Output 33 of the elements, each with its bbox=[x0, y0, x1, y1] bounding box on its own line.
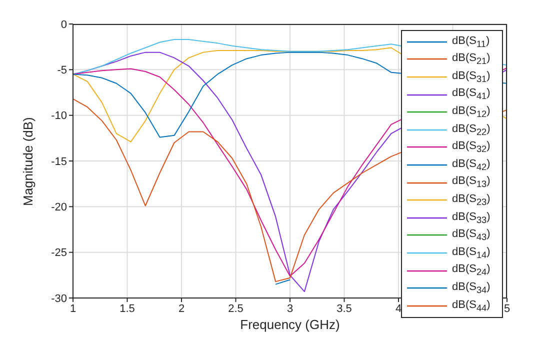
x-tick-label: 1.5 bbox=[120, 302, 135, 315]
legend-label: dB(S$_{14}$) bbox=[452, 246, 490, 260]
y-tick-label: -30 bbox=[51, 292, 67, 305]
legend-label: dB(S$_{12}$) bbox=[452, 105, 490, 120]
x-tick-label: 3.5 bbox=[336, 302, 352, 315]
legend-label: dB(S$_{43}$) bbox=[452, 228, 490, 242]
x-tick-label: 2.5 bbox=[228, 302, 244, 315]
legend-label: dB(S$_{34}$) bbox=[452, 281, 490, 296]
x-tick-label: 3 bbox=[286, 302, 294, 315]
y-axis-title: Magnitude (dB) bbox=[20, 117, 36, 206]
legend-label: dB(S$_{41}$) bbox=[452, 87, 490, 102]
legend-label: dB(S$_{23}$) bbox=[452, 193, 490, 208]
legend-label: dB(S$_{32}$) bbox=[452, 140, 490, 154]
x-tick-label: 1 bbox=[70, 302, 76, 315]
legend-label: dB(S$_{42}$) bbox=[452, 158, 490, 172]
y-tick-label: -5 bbox=[57, 64, 67, 77]
legend-label: dB(S$_{21}$) bbox=[452, 52, 490, 66]
y-tick-label: 0 bbox=[60, 18, 67, 31]
legend-label: dB(S$_{22}$) bbox=[452, 122, 490, 137]
legend-label: dB(S$_{24}$) bbox=[452, 263, 490, 278]
legend-label: dB(S$_{33}$) bbox=[452, 210, 490, 225]
legend-label: dB(S$_{13}$) bbox=[452, 175, 490, 190]
y-tick-label: -10 bbox=[51, 110, 67, 122]
legend-label: dB(S$_{44}$) bbox=[452, 298, 490, 313]
y-tick-label: -25 bbox=[51, 247, 67, 260]
legend-label: dB(S$_{31}$) bbox=[452, 70, 490, 84]
x-tick-label: 2 bbox=[178, 302, 185, 315]
x-tick-label: 5 bbox=[504, 302, 510, 315]
y-tick-label: -15 bbox=[51, 156, 67, 168]
x-tick-label: 4 bbox=[395, 302, 402, 315]
x-axis-title: Frequency (GHz) bbox=[240, 317, 340, 332]
legend-label: dB(S$_{11}$) bbox=[452, 34, 490, 49]
y-tick-label: -20 bbox=[51, 202, 67, 214]
